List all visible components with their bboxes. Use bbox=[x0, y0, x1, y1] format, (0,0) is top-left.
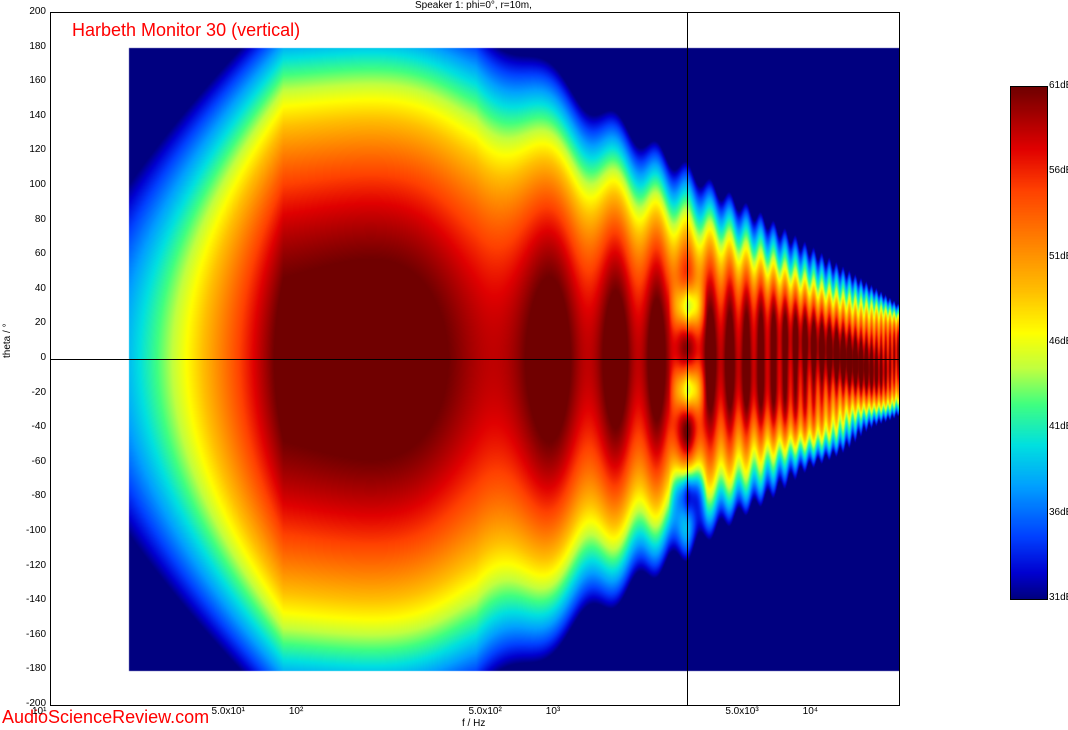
y-tick-label: 100 bbox=[16, 179, 46, 190]
x-tick-label: 5.0x10¹ bbox=[212, 706, 245, 717]
y-tick-label: -160 bbox=[16, 629, 46, 640]
colorbar-tick-label: 46dB bbox=[1049, 336, 1068, 347]
y-tick-label: -80 bbox=[16, 490, 46, 501]
colorbar-tick-label: 56dB bbox=[1049, 165, 1068, 176]
y-tick-label: 200 bbox=[16, 6, 46, 17]
crosshair-horizontal bbox=[51, 359, 899, 360]
y-tick-label: 180 bbox=[16, 41, 46, 52]
x-tick-label: 10⁴ bbox=[803, 706, 818, 717]
y-tick-label: 40 bbox=[16, 283, 46, 294]
y-tick-label: -180 bbox=[16, 663, 46, 674]
x-tick-label: 5.0x10³ bbox=[725, 706, 758, 717]
x-tick-label: 10³ bbox=[546, 706, 560, 717]
colorbar bbox=[1010, 86, 1048, 600]
crosshair-vertical bbox=[687, 13, 688, 705]
y-tick-label: -60 bbox=[16, 456, 46, 467]
y-axis-label: theta / ° bbox=[2, 323, 13, 358]
colorbar-tick-label: 41dB bbox=[1049, 421, 1068, 432]
y-tick-label: 60 bbox=[16, 248, 46, 259]
x-tick-label: 5.0x10² bbox=[468, 706, 501, 717]
y-tick-label: -40 bbox=[16, 421, 46, 432]
y-tick-label: -20 bbox=[16, 387, 46, 398]
y-tick-label: 80 bbox=[16, 214, 46, 225]
x-tick-label: 10¹ bbox=[32, 706, 46, 717]
y-tick-label: -120 bbox=[16, 560, 46, 571]
colorbar-tick-label: 51dB bbox=[1049, 251, 1068, 262]
y-tick-label: 120 bbox=[16, 144, 46, 155]
y-tick-label: 0 bbox=[16, 352, 46, 363]
y-tick-label: 20 bbox=[16, 317, 46, 328]
colorbar-tick-label: 31dB bbox=[1049, 592, 1068, 603]
y-tick-label: -100 bbox=[16, 525, 46, 536]
x-axis-label: f / Hz bbox=[462, 718, 485, 729]
colorbar-tick-label: 36dB bbox=[1049, 507, 1068, 518]
y-tick-label: -140 bbox=[16, 594, 46, 605]
y-tick-label: 160 bbox=[16, 75, 46, 86]
chart-subtitle: Speaker 1: phi=0°, r=10m, bbox=[415, 0, 532, 11]
x-tick-label: 10² bbox=[289, 706, 303, 717]
colorbar-canvas bbox=[1011, 87, 1047, 599]
chart-title: Harbeth Monitor 30 (vertical) bbox=[72, 20, 300, 41]
plot-area bbox=[50, 12, 900, 706]
colorbar-tick-label: 61dB bbox=[1049, 80, 1068, 91]
y-tick-label: 140 bbox=[16, 110, 46, 121]
